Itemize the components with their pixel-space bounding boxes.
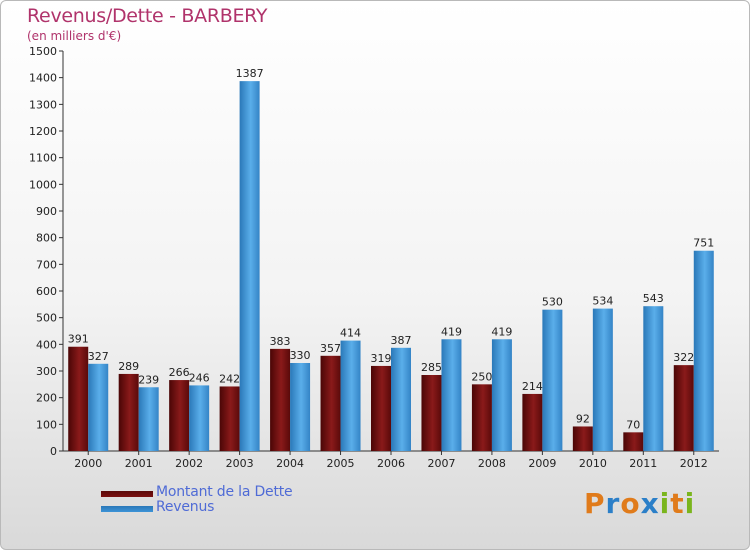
data-label-debt: 322 [673,351,694,364]
data-label-revenue: 414 [340,327,361,340]
bar-revenue [88,363,109,451]
data-label-debt: 319 [371,352,392,365]
data-label-revenue: 751 [693,237,714,250]
y-tick-label: 1200 [29,125,57,138]
bar-debt [623,432,644,451]
x-tick-label: 2007 [427,457,455,470]
y-tick-label: 1400 [29,72,57,85]
logo-letter: r [605,487,621,520]
logo-letter: t [670,487,685,520]
data-label-debt: 92 [576,412,590,425]
data-label-revenue: 534 [592,295,613,308]
data-label-debt: 70 [626,418,640,431]
logo-letter: x [640,487,660,520]
bar-debt [68,346,89,451]
bar-debt [421,375,442,451]
y-tick-label: 800 [36,232,57,245]
bar-revenue [441,339,462,451]
bar-debt [572,426,593,451]
data-label-revenue: 543 [643,292,664,305]
y-tick-label: 600 [36,285,57,298]
y-tick-label: 100 [36,418,57,431]
data-label-debt: 285 [421,361,442,374]
x-tick-label: 2010 [579,457,607,470]
legend-label-debt: Montant de la Dette [156,484,293,500]
y-tick-label: 1300 [29,98,57,111]
data-label-revenue: 419 [491,325,512,338]
bar-revenue [239,81,260,451]
logo-letter: i [659,487,671,520]
x-tick-label: 2011 [629,457,657,470]
x-tick-label: 2000 [74,457,102,470]
bar-debt [118,373,139,451]
data-label-revenue: 327 [88,350,109,363]
chart-title: Revenus/Dette - BARBERY [27,5,268,27]
bar-revenue [189,385,210,451]
data-label-debt: 266 [169,366,190,379]
bar-debt [169,380,190,451]
data-label-revenue: 419 [441,325,462,338]
legend-label-revenue: Revenus [156,499,215,515]
data-label-revenue: 330 [290,349,311,362]
bar-revenue [391,347,411,451]
data-label-revenue: 246 [189,371,210,384]
proxiti-logo: Proxiti [584,487,695,520]
y-tick-label: 300 [36,365,57,378]
y-tick-label: 700 [36,258,57,271]
bar-revenue [592,308,613,451]
data-label-revenue: 530 [542,296,563,309]
x-tick-label: 2002 [175,457,203,470]
x-tick-label: 2009 [528,457,556,470]
x-tick-label: 2005 [327,457,355,470]
bar-debt [320,355,341,451]
bar-revenue [138,387,159,451]
x-tick-label: 2001 [125,457,153,470]
logo-letter: P [584,487,606,520]
data-label-debt: 214 [522,380,543,393]
legend-swatch-revenue [101,506,153,512]
bar-revenue [542,309,563,451]
logo-letter: o [620,487,641,520]
logo-letter: i [684,487,696,520]
bar-revenue [643,306,664,451]
bar-revenue [290,363,311,451]
data-label-debt: 250 [471,370,492,383]
x-tick-label: 2004 [276,457,304,470]
bar-debt [522,393,543,451]
x-tick-label: 2006 [377,457,405,470]
bar-debt [270,348,291,451]
data-label-revenue: 1387 [236,67,264,80]
bar-revenue [491,339,512,451]
data-label-debt: 357 [320,342,341,355]
bar-revenue [340,340,361,451]
bar-debt [673,365,694,451]
x-tick-label: 2008 [478,457,506,470]
bar-revenue [693,250,714,451]
bar-debt [219,386,240,451]
y-tick-label: 200 [36,392,57,405]
y-tick-label: 900 [36,205,57,218]
y-tick-label: 1500 [29,45,57,58]
bar-debt [471,384,492,451]
y-tick-label: 400 [36,338,57,351]
bar-debt [371,365,391,451]
legend-swatch-debt [101,491,153,497]
y-tick-label: 500 [36,312,57,325]
data-label-debt: 242 [219,372,240,385]
data-label-revenue: 387 [391,334,412,347]
data-label-debt: 383 [270,335,291,348]
data-label-debt: 391 [68,333,89,346]
data-label-revenue: 239 [138,373,159,386]
y-tick-label: 1000 [29,178,57,191]
chart-subtitle: (en milliers d'€) [27,29,122,43]
data-label-debt: 289 [118,360,139,373]
x-tick-label: 2012 [680,457,708,470]
y-tick-label: 1100 [29,152,57,165]
x-tick-label: 2003 [226,457,254,470]
y-tick-label: 0 [50,445,57,458]
